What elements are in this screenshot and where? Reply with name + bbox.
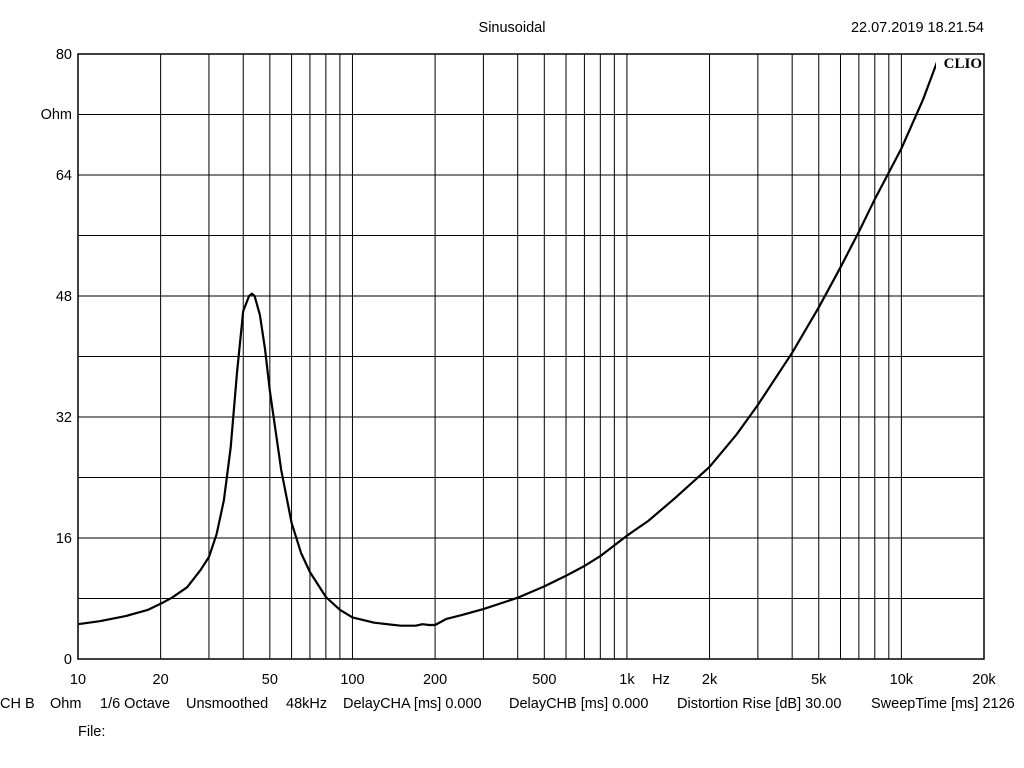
plot-frame — [77, 53, 985, 660]
y-tick-label: 0 — [64, 652, 72, 668]
x-tick-label: 20k — [972, 672, 996, 688]
file-label: File: — [78, 724, 106, 740]
settings-item: DelayCHB [ms] 0.000 — [509, 696, 649, 712]
x-tick-label: 10k — [890, 672, 914, 688]
x-tick-label: 200 — [423, 672, 447, 688]
settings-item: Ohm — [50, 696, 82, 712]
chart-title: Sinusoidal — [479, 20, 546, 36]
x-tick-label: 1k — [619, 672, 635, 688]
x-tick-label: 2k — [702, 672, 718, 688]
y-axis-unit-label: Ohm — [41, 107, 72, 123]
measurement-settings-bar: CH B Ohm 1/6 Octave Unsmoothed 48kHz DelayCHA… — [0, 696, 1024, 716]
y-tick-label: 80 — [56, 47, 72, 63]
settings-item: 48kHz — [286, 696, 328, 712]
chart-timestamp: 22.07.2019 18.21.54 — [851, 20, 984, 36]
x-axis-unit-label: Hz — [652, 672, 670, 688]
settings-item: Distortion Rise [dB] 30.00 — [677, 696, 842, 712]
x-tick-label: 20 — [153, 672, 169, 688]
settings-item: CH B — [0, 696, 35, 712]
y-tick-label: 32 — [56, 410, 72, 426]
grid-lines — [77, 53, 985, 660]
settings-item: Unsmoothed — [186, 696, 269, 712]
settings-item: DelayCHA [ms] 0.000 — [343, 696, 482, 712]
y-tick-label: 48 — [56, 289, 72, 305]
x-tick-label: 10 — [70, 672, 86, 688]
impedance-trace — [77, 61, 939, 627]
y-tick-label: 64 — [56, 168, 72, 184]
watermark-background — [936, 55, 984, 72]
settings-item: SweepTime [ms] 2126 — [871, 696, 1015, 712]
settings-item: 1/6 Octave — [100, 696, 171, 712]
x-tick-label: 5k — [811, 672, 827, 688]
x-tick-label: 500 — [532, 672, 556, 688]
impedance-chart: Sinusoidal 22.07.2019 18.21.54 10 20 50 100… — [41, 20, 997, 688]
x-tick-label: 100 — [340, 672, 364, 688]
clio-logo: CLIO — [944, 56, 982, 72]
x-tick-label: 50 — [262, 672, 278, 688]
tick-labels: 10 20 50 100 200 500 1k 2k 5k 10k 20k 0 16 32 48 64 80 — [56, 47, 997, 688]
y-tick-label: 16 — [56, 531, 72, 547]
